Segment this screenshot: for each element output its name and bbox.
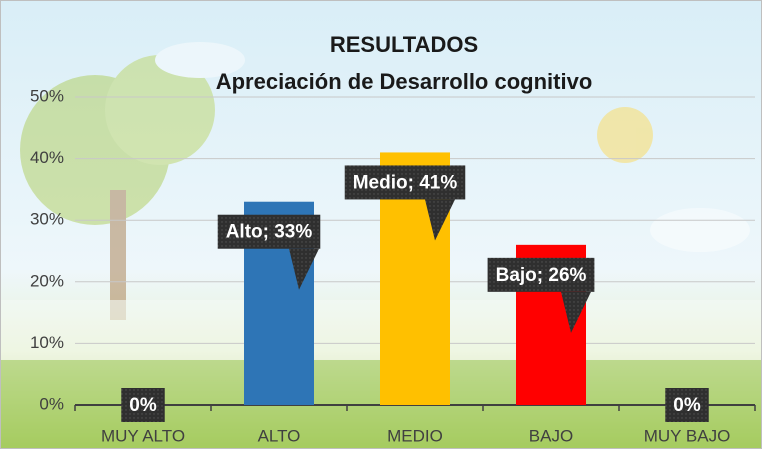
data-label-box xyxy=(121,388,165,422)
data-label-box xyxy=(665,388,709,422)
data-label-box xyxy=(344,165,466,200)
y-tick-label: 20% xyxy=(30,271,64,290)
x-tick-label: MEDIO xyxy=(387,426,443,445)
chart-subtitle: Apreciación de Desarrollo cognitivo xyxy=(216,69,593,94)
data-label-pointer xyxy=(289,248,319,290)
data-label: Alto; 33% xyxy=(226,222,313,243)
data-label-box xyxy=(487,257,595,292)
x-tick-label: ALTO xyxy=(258,426,301,445)
x-tick-label: MUY BAJO xyxy=(644,426,731,445)
y-tick-label: 30% xyxy=(30,210,64,229)
data-label: 0% xyxy=(129,395,157,416)
y-tick-label: 40% xyxy=(30,148,64,167)
data-label: Medio; 41% xyxy=(353,172,458,193)
y-tick-label: 50% xyxy=(30,86,64,105)
x-tick-label: BAJO xyxy=(529,426,573,445)
data-label-pointer xyxy=(425,199,455,241)
x-tick-label: MUY ALTO xyxy=(101,426,185,445)
y-tick-label: 0% xyxy=(39,394,64,413)
data-label: 0% xyxy=(673,395,701,416)
data-label-box xyxy=(217,214,321,249)
data-label: Bajo; 26% xyxy=(496,265,587,286)
y-tick-label: 10% xyxy=(30,333,64,352)
chart-title: RESULTADOS xyxy=(330,32,478,57)
data-label-pointer xyxy=(561,291,591,333)
